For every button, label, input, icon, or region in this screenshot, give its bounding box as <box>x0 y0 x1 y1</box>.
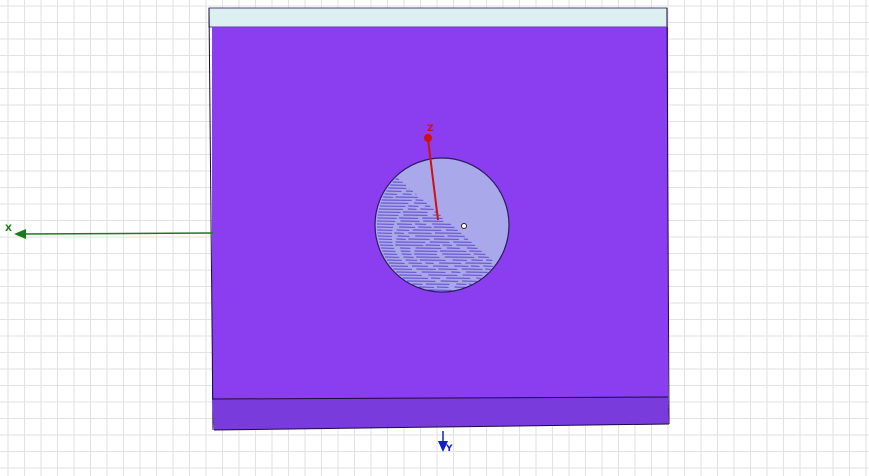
substrate-bottom-outline <box>213 423 670 431</box>
y-axis-arrowhead <box>438 441 448 452</box>
z-axis-label: Z <box>427 124 434 134</box>
x-axis-label: X <box>5 224 12 234</box>
substrate-left-edge <box>208 7 214 431</box>
substrate-top-face[interactable] <box>208 7 668 28</box>
x-axis-arrowhead <box>14 229 26 239</box>
z-axis-arrowhead <box>424 134 432 142</box>
z-axis-line <box>427 138 439 221</box>
port-circle[interactable] <box>374 157 510 293</box>
substrate-bottom-edge <box>211 396 669 400</box>
x-axis-line <box>21 232 214 235</box>
port-center-marker <box>461 223 467 229</box>
substrate-right-edge <box>666 7 670 425</box>
y-axis-label: Y <box>446 444 453 454</box>
substrate-bottom-face[interactable] <box>212 397 669 430</box>
